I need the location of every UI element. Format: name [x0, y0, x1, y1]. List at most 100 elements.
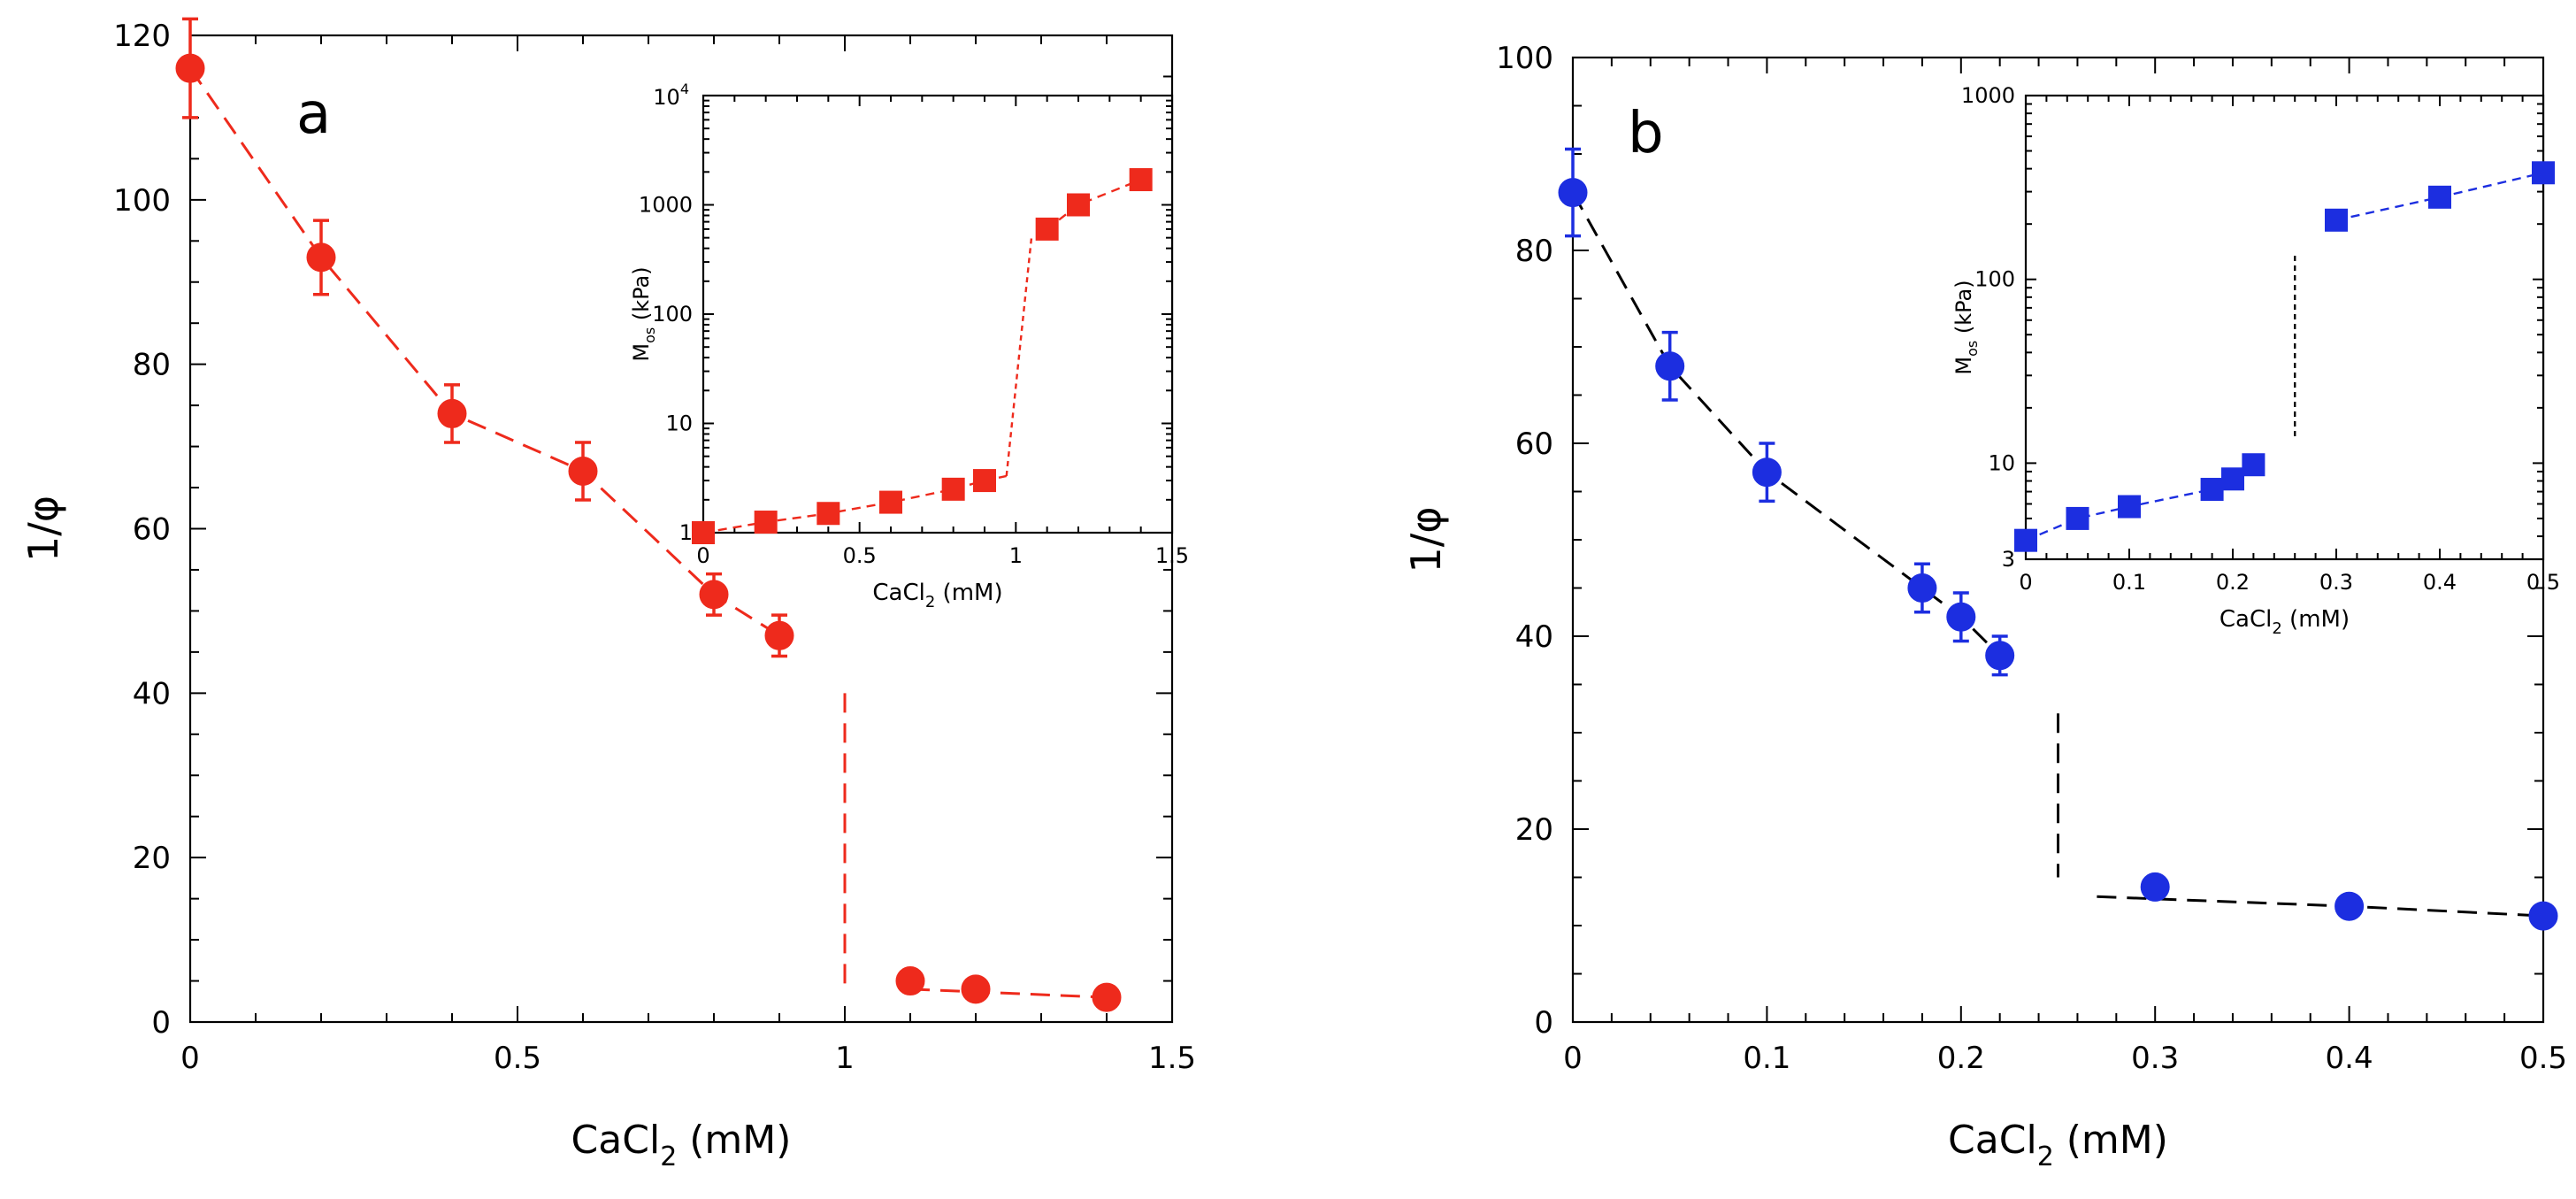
inset-y-tick-label: 100: [1974, 267, 2015, 292]
x-tick-label: 0: [1563, 1041, 1583, 1076]
inset-y-title-main: M: [1951, 357, 1976, 375]
inset-data-point: [2118, 495, 2141, 519]
inset-data-point: [973, 469, 996, 493]
data-point: [699, 580, 729, 610]
inset-x-tick-label: 0.5: [843, 543, 877, 568]
x-tick-label: 0: [180, 1041, 200, 1076]
inset-y-top-base: 10: [653, 85, 680, 110]
inset-x-tick-label: 1: [1009, 543, 1023, 568]
inset-x-tick-label: 0.3: [2319, 570, 2353, 595]
data-point: [961, 974, 991, 1004]
y-axis-title: 1/φ: [19, 496, 67, 562]
y-tick-label: 100: [1496, 41, 1553, 76]
data-point: [175, 53, 205, 83]
guide-line: [2097, 895, 2544, 918]
x-axis-title: CaCl2 (mM): [1948, 1118, 2168, 1172]
inset-y-tick-label: 100: [652, 302, 693, 327]
x-axis-title-unit: (mM): [2054, 1118, 2168, 1163]
inset-data-point: [2221, 467, 2244, 491]
data-point: [306, 242, 336, 273]
x-tick-label: 0.3: [2131, 1041, 2179, 1076]
guide-line: [909, 988, 1108, 999]
x-tick-label: 0.5: [2519, 1041, 2567, 1076]
y-tick-label: 0: [1534, 1005, 1553, 1041]
y-tick-label: 80: [133, 348, 171, 383]
x-tick-label: 1: [835, 1041, 855, 1076]
inset-x-axis-title: CaCl2 (mM): [2220, 606, 2350, 638]
inset-x-tick-label: 0.2: [2216, 570, 2250, 595]
y-tick-label: 0: [151, 1005, 171, 1041]
inset-x-title-sub: 2: [2272, 619, 2281, 638]
data-point: [895, 966, 925, 996]
data-point: [2334, 891, 2365, 921]
inset-x-title-sub: 2: [925, 593, 935, 611]
x-axis-title-main: CaCl: [1948, 1118, 2037, 1163]
inset-data-point: [1129, 168, 1153, 192]
x-tick-label: 0.4: [2326, 1041, 2373, 1076]
inset-x-title-unit: (mM): [2282, 606, 2350, 633]
inset-y-title-unit: (kPa): [1951, 280, 1976, 340]
inset-y-tick-label: 10: [665, 411, 693, 436]
x-axis-title-sub: 2: [660, 1141, 677, 1172]
inset-data-point: [754, 511, 778, 534]
inset-chart: 0 0.1 0.2 0.3 0.4 0.5 10 100 1000 3 CaCl2 (mM) Mos …: [1951, 83, 2560, 638]
y-axis-title: 1/φ: [1402, 506, 1450, 573]
x-axis-title: CaCl2 (mM): [571, 1118, 792, 1172]
y-tick-label: 60: [1515, 427, 1553, 462]
guide-line: [1571, 191, 2001, 657]
inset-y-top-exp: 4: [680, 81, 689, 97]
inset-x-title-unit: (mM): [935, 580, 1002, 606]
data-point: [2528, 901, 2558, 931]
inset-data-point: [2242, 453, 2266, 477]
y-tick-label: 40: [1515, 619, 1553, 655]
y-tick-label: 120: [113, 19, 171, 54]
inset-y-title-unit: (kPa): [629, 266, 654, 327]
inset-y-tick-label: 10: [1988, 450, 2015, 475]
inset-data-point: [2325, 208, 2348, 232]
inset-data-point: [2200, 478, 2224, 502]
data-point: [1985, 641, 2015, 671]
y-tick-label: 100: [113, 183, 171, 219]
y-tick-label: 80: [1515, 234, 1553, 269]
x-axis-title-unit: (mM): [677, 1118, 791, 1163]
panel-label: b: [1628, 101, 1664, 166]
data-point: [1752, 457, 1782, 488]
inset-y-axis-title: Mos (kPa): [1951, 280, 1981, 374]
inset-background: [2026, 96, 2543, 559]
data-point: [1092, 982, 1122, 1012]
inset-y-tick-label-extra: 3: [2002, 547, 2015, 572]
inset-x-tick-label: 0.1: [2112, 570, 2146, 595]
x-tick-label: 0.2: [1937, 1041, 1985, 1076]
inset-x-tick-label: 0.5: [2526, 570, 2560, 595]
inset-y-title-sub: os: [641, 327, 658, 343]
inset-x-tick-label: 1.5: [1155, 543, 1189, 568]
inset-y-title-main: M: [629, 343, 654, 362]
inset-x-tick-label: 0: [2019, 570, 2032, 595]
plot-frame: [2024, 94, 2545, 561]
inset-y-tick-label: 1000: [639, 193, 693, 218]
y-tick-label: 20: [133, 841, 171, 876]
x-axis-title-sub: 2: [2037, 1141, 2054, 1172]
inset-data-point: [816, 502, 840, 526]
data-point: [764, 620, 794, 650]
data-point: [1907, 573, 1937, 603]
inset-y-axis-title: Mos (kPa): [629, 266, 658, 361]
data-point: [2140, 872, 2170, 902]
inset-y-title-sub: os: [1964, 341, 1981, 357]
inset-y-tick-label: 1000: [1961, 83, 2015, 108]
inset-guide-line: [1005, 237, 1033, 477]
inset-x-title-main: CaCl: [2220, 606, 2272, 633]
inset-background: [703, 96, 1172, 533]
y-tick-label: 40: [133, 676, 171, 711]
inset-y-tick-label-top: 104: [653, 81, 689, 110]
inset-data-point: [2532, 161, 2555, 185]
x-tick-label: 1.5: [1148, 1041, 1196, 1076]
y-tick-label: 20: [1515, 812, 1553, 848]
panel-label: a: [296, 81, 331, 147]
x-tick-label: 0.5: [494, 1041, 541, 1076]
data-point: [1946, 602, 1976, 632]
inset-data-point: [1035, 217, 1059, 241]
